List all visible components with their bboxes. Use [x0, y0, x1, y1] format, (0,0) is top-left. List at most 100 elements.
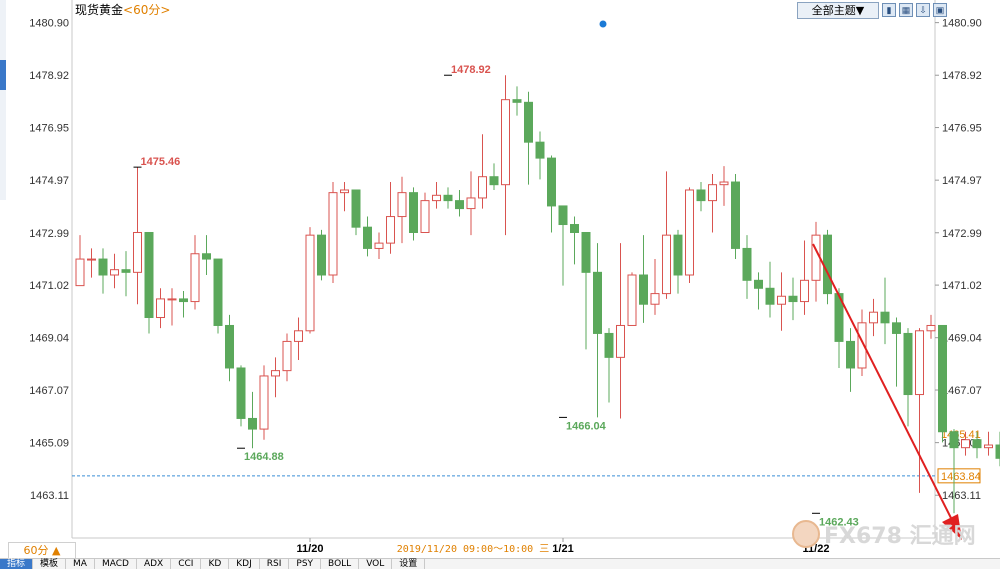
period-button[interactable]: 60分 ▲: [8, 542, 76, 559]
candle-body-up[interactable]: [259, 375, 269, 430]
candle-body-up[interactable]: [501, 99, 510, 186]
candle-body-down[interactable]: [98, 258, 108, 276]
indicator-tab[interactable]: KDJ: [229, 559, 260, 569]
candle-body-up[interactable]: [800, 279, 809, 303]
indicator-tab[interactable]: MACD: [95, 559, 137, 569]
candle-body-down[interactable]: [547, 157, 556, 207]
candle-body-down[interactable]: [903, 332, 913, 396]
candle-body-down[interactable]: [880, 311, 890, 324]
download-icon[interactable]: ⇩: [916, 3, 930, 17]
left-side-tabs[interactable]: [0, 0, 6, 200]
candle-body-down[interactable]: [225, 324, 234, 369]
candle-body-down[interactable]: [696, 189, 706, 202]
candle-body-up[interactable]: [282, 340, 292, 372]
candle-body-up[interactable]: [777, 295, 786, 305]
candle-body-down[interactable]: [892, 322, 901, 334]
indicator-tab[interactable]: PSY: [289, 559, 322, 569]
candle-body-down[interactable]: [673, 234, 683, 276]
candle-body-down[interactable]: [489, 176, 499, 186]
candle-body-down[interactable]: [823, 234, 832, 295]
candle-body-up[interactable]: [650, 293, 660, 305]
candle-body-down[interactable]: [949, 431, 959, 449]
candle-body-down[interactable]: [570, 224, 579, 233]
indicator-tab[interactable]: 指标: [0, 559, 34, 569]
candle-body-up[interactable]: [386, 216, 395, 244]
candle-body-up[interactable]: [662, 234, 671, 295]
candle-body-down[interactable]: [765, 287, 775, 305]
candle-body-up[interactable]: [271, 370, 280, 377]
candle-body-up[interactable]: [685, 189, 694, 276]
candle-body-down[interactable]: [995, 444, 1000, 459]
theme-select[interactable]: 全部主题▼: [797, 2, 879, 19]
indicator-tab[interactable]: KD: [201, 559, 230, 569]
candle-body-up[interactable]: [432, 194, 441, 202]
candle-body-down[interactable]: [972, 439, 982, 449]
close-icon[interactable]: ▣: [933, 3, 947, 17]
indicator-tab[interactable]: 模板: [33, 559, 67, 569]
candle-body-up[interactable]: [869, 311, 878, 324]
candle-body-down[interactable]: [443, 194, 453, 202]
candle-body-down[interactable]: [144, 231, 154, 319]
candle-body-down[interactable]: [512, 99, 522, 103]
candle-body-down[interactable]: [363, 226, 372, 249]
candle-body-down[interactable]: [558, 205, 568, 226]
candle-body-down[interactable]: [731, 181, 740, 249]
candle-body-down[interactable]: [524, 101, 533, 143]
candle-body-down[interactable]: [938, 324, 947, 433]
candle-body-up[interactable]: [961, 439, 970, 449]
candle-body-down[interactable]: [213, 258, 223, 326]
candle-body-up[interactable]: [305, 234, 315, 332]
event-marker[interactable]: [599, 20, 607, 28]
candle-body-up[interactable]: [857, 322, 867, 369]
candle-body-down[interactable]: [535, 141, 545, 159]
candle-body-down[interactable]: [317, 234, 326, 276]
candle-body-down[interactable]: [351, 189, 361, 228]
candle-body-down[interactable]: [593, 271, 602, 334]
candle-body-up[interactable]: [466, 197, 476, 210]
candle-body-down[interactable]: [639, 274, 648, 305]
candle-body-down[interactable]: [604, 332, 614, 358]
candle-body-up[interactable]: [915, 330, 924, 396]
candle-type-icon[interactable]: ▮: [882, 3, 896, 17]
indicator-tab[interactable]: 设置: [392, 559, 426, 569]
indicator-tab[interactable]: MA: [66, 559, 95, 569]
candle-body-up[interactable]: [133, 231, 142, 273]
candle-body-down[interactable]: [455, 200, 464, 210]
candle-body-up[interactable]: [616, 324, 625, 358]
candle-body-down[interactable]: [754, 279, 763, 289]
candle-body-up[interactable]: [478, 176, 487, 199]
indicator-tab[interactable]: VOL: [359, 559, 393, 569]
candle-body-up[interactable]: [328, 192, 338, 276]
indicator-tab[interactable]: RSI: [260, 559, 290, 569]
candle-body-up[interactable]: [926, 324, 936, 332]
candle-body-down[interactable]: [788, 295, 798, 303]
zoom-icon[interactable]: ▦: [899, 3, 913, 17]
indicator-tab[interactable]: BOLL: [321, 559, 360, 569]
candle-body-down[interactable]: [248, 417, 257, 430]
candle-body-down[interactable]: [742, 247, 752, 281]
candle-body-up[interactable]: [294, 330, 303, 342]
candle-body-up[interactable]: [156, 298, 165, 319]
candle-body-down[interactable]: [409, 192, 418, 233]
candle-body-up[interactable]: [75, 258, 85, 287]
candle-body-up[interactable]: [87, 258, 96, 261]
candle-body-up[interactable]: [420, 200, 430, 233]
candle-body-up[interactable]: [340, 189, 349, 194]
candle-body-down[interactable]: [179, 298, 188, 303]
candle-body-down[interactable]: [581, 231, 591, 273]
indicator-tab[interactable]: CCI: [171, 559, 202, 569]
candle-body-up[interactable]: [190, 253, 200, 303]
candle-body-up[interactable]: [708, 184, 717, 202]
candle-body-up[interactable]: [984, 444, 993, 449]
candle-body-up[interactable]: [719, 181, 729, 186]
candle-body-down[interactable]: [846, 340, 855, 369]
candle-body-down[interactable]: [202, 253, 211, 260]
candle-body-up[interactable]: [374, 242, 384, 249]
candle-body-down[interactable]: [121, 269, 131, 273]
candle-body-down[interactable]: [236, 367, 246, 419]
candle-body-up[interactable]: [627, 274, 637, 326]
candle-body-up[interactable]: [110, 269, 119, 276]
candle-body-up[interactable]: [167, 298, 177, 301]
candle-body-up[interactable]: [397, 192, 407, 218]
